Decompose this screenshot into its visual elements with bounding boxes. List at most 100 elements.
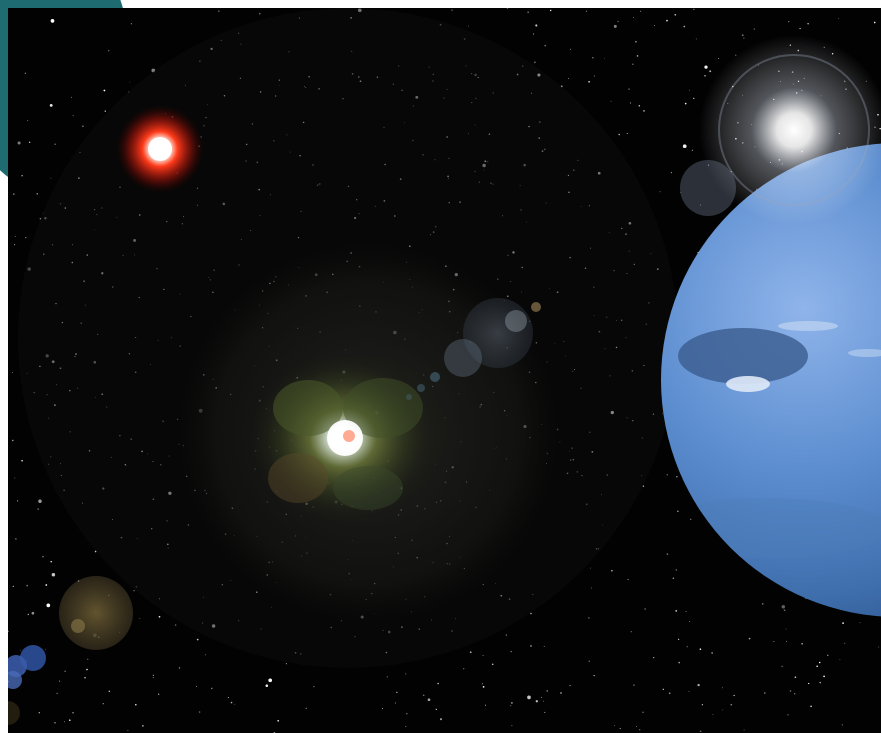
star xyxy=(568,78,570,80)
star xyxy=(211,687,213,690)
star xyxy=(50,560,52,563)
star xyxy=(24,72,27,75)
star xyxy=(827,654,829,656)
star xyxy=(451,9,453,11)
nebula xyxy=(248,353,438,523)
star xyxy=(14,477,16,479)
star xyxy=(21,459,23,462)
star xyxy=(688,89,690,91)
star xyxy=(711,652,713,654)
star xyxy=(405,726,407,728)
star xyxy=(535,24,538,27)
star xyxy=(196,638,199,641)
star xyxy=(51,573,56,577)
star xyxy=(535,700,538,703)
star xyxy=(64,670,66,672)
star xyxy=(36,193,38,195)
star xyxy=(628,88,630,90)
star xyxy=(227,697,229,698)
star xyxy=(741,34,744,37)
star xyxy=(569,684,571,687)
star xyxy=(859,622,861,624)
star xyxy=(133,589,135,592)
star xyxy=(50,19,55,23)
star xyxy=(781,665,783,667)
star xyxy=(659,191,661,193)
star xyxy=(675,610,678,612)
star xyxy=(127,729,129,731)
star xyxy=(20,649,22,651)
star xyxy=(505,634,508,636)
blue-lens-fragments xyxy=(8,645,46,725)
space-illustration xyxy=(8,8,881,733)
star xyxy=(593,75,595,77)
star xyxy=(72,115,74,117)
star xyxy=(511,702,513,704)
star xyxy=(527,11,529,13)
star xyxy=(15,538,17,540)
star xyxy=(68,719,71,722)
star xyxy=(810,705,812,708)
star xyxy=(268,678,273,683)
star xyxy=(28,141,31,144)
star xyxy=(662,688,664,690)
star xyxy=(592,57,594,59)
star xyxy=(38,711,41,714)
star xyxy=(808,682,810,685)
star xyxy=(218,10,220,12)
star xyxy=(205,654,206,656)
star xyxy=(107,49,110,52)
star xyxy=(588,617,590,619)
star xyxy=(680,192,682,194)
star xyxy=(878,646,880,648)
star xyxy=(668,692,671,695)
star xyxy=(381,707,384,710)
star xyxy=(693,8,695,10)
star xyxy=(678,638,680,640)
star xyxy=(534,61,536,64)
star xyxy=(139,617,141,619)
star xyxy=(743,37,745,39)
star xyxy=(611,569,613,572)
star xyxy=(653,656,655,659)
star xyxy=(801,642,803,645)
star xyxy=(130,23,132,25)
star xyxy=(510,705,512,707)
star xyxy=(265,684,269,687)
star xyxy=(56,692,58,695)
star xyxy=(614,725,616,727)
star xyxy=(585,10,588,12)
star xyxy=(753,28,755,30)
star xyxy=(816,665,819,668)
star xyxy=(799,27,801,30)
star xyxy=(699,204,701,206)
star xyxy=(718,58,720,60)
star xyxy=(17,141,21,145)
star xyxy=(94,550,97,553)
star xyxy=(675,569,678,571)
star xyxy=(31,611,35,615)
star xyxy=(793,693,796,695)
star xyxy=(439,718,443,721)
star xyxy=(635,40,637,43)
star xyxy=(672,577,675,580)
star xyxy=(27,613,30,616)
star xyxy=(543,700,545,702)
star xyxy=(87,658,89,660)
star xyxy=(427,698,431,702)
star xyxy=(699,648,702,650)
star xyxy=(70,96,73,98)
star xyxy=(839,659,841,661)
star xyxy=(678,661,681,664)
star xyxy=(82,125,84,128)
star xyxy=(230,701,233,704)
star xyxy=(468,25,469,27)
star xyxy=(152,674,154,676)
star xyxy=(709,70,712,73)
star xyxy=(762,603,764,605)
small-gold-orb xyxy=(71,619,85,633)
star xyxy=(541,696,543,698)
star xyxy=(588,660,590,662)
star xyxy=(560,692,562,694)
